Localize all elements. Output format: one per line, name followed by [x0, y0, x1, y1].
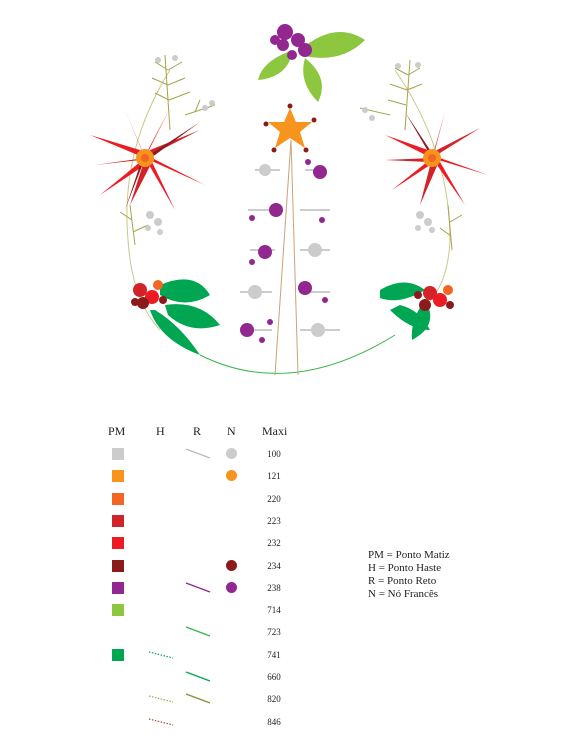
wreath-bottom-stem: [199, 334, 396, 374]
left-sprig-berries: [145, 55, 215, 235]
n-knot-sample: [226, 559, 237, 571]
thread-code: 100: [267, 449, 281, 459]
legend-row-238: 238: [0, 581, 576, 604]
pm-swatch: [112, 559, 124, 572]
pm-swatch: [112, 448, 124, 460]
right-sprig: [359, 59, 463, 251]
left-sprig: [119, 54, 216, 246]
legend-row-846: 846: [0, 716, 576, 738]
key-r: R = Ponto Reto: [368, 575, 437, 587]
thread-code: 234: [267, 560, 281, 571]
thread-code: 820: [267, 694, 281, 705]
header-r: R: [193, 424, 202, 438]
thread-code: 232: [267, 538, 281, 549]
legend-row-660: 660: [0, 671, 576, 693]
thread-code: 660: [267, 672, 281, 682]
key-pm: PM = Ponto Matiz: [368, 549, 450, 561]
pm-swatch: [112, 648, 124, 661]
top-berry-cluster: [258, 24, 365, 102]
thread-code: 714: [267, 605, 281, 616]
thread-code: 220: [267, 493, 281, 504]
n-knot-sample: [226, 581, 237, 593]
legend-row-714: 714: [0, 604, 576, 626]
center-tree: [240, 103, 340, 376]
legend-row-100: 100: [0, 448, 576, 470]
r-stitch-sample: [185, 582, 211, 593]
legend-row-820: 820: [0, 693, 576, 715]
pm-swatch: [112, 537, 124, 550]
legend-row-223: 223: [0, 514, 576, 537]
header-pm: PM: [108, 424, 126, 438]
embroidery-pattern-artwork: [90, 24, 488, 376]
right-holly-cluster: [380, 282, 454, 340]
h-stitch-sample: [148, 651, 174, 659]
pm-swatch: [112, 604, 124, 617]
pm-swatch: [112, 514, 124, 527]
n-knot-sample: [226, 470, 237, 482]
thread-code: 121: [267, 471, 281, 482]
r-stitch-sample: [185, 671, 211, 682]
legend-row-220: 220: [0, 492, 576, 515]
header-maxi: Maxi: [262, 424, 288, 438]
right-sprig-berries: [362, 62, 435, 233]
stitch-key: PM = Ponto Matiz H = Ponto Haste R = Pon…: [368, 549, 450, 601]
r-stitch-sample: [185, 693, 211, 704]
thread-code: 741: [267, 649, 281, 660]
legend-row-741: 741: [0, 648, 576, 671]
r-stitch-sample: [185, 448, 211, 459]
pm-swatch: [112, 581, 124, 594]
left-poinsettia: [90, 108, 205, 210]
n-knot-sample: [226, 448, 237, 459]
legend-row-232: 232: [0, 537, 576, 559]
left-holly-cluster: [131, 279, 220, 355]
key-h: H = Ponto Haste: [368, 562, 442, 574]
wreath-stem-right: [394, 69, 451, 311]
r-stitch-sample: [185, 626, 211, 638]
legend-row-723: 723: [0, 626, 576, 648]
legend-row-234: 234: [0, 559, 576, 582]
legend-row-121: 121: [0, 470, 576, 492]
h-stitch-sample: [148, 695, 174, 703]
thread-code: 846: [267, 716, 281, 727]
star-ornament: [268, 108, 312, 148]
header-h: H: [156, 424, 165, 438]
pm-swatch: [112, 470, 124, 483]
key-n: N = Nó Francês: [368, 588, 439, 600]
pm-swatch: [112, 492, 124, 505]
h-stitch-sample: [148, 718, 174, 726]
thread-code: 223: [267, 515, 281, 526]
thread-code: 723: [267, 627, 281, 638]
right-poinsettia: [385, 112, 488, 205]
thread-code: 238: [267, 582, 281, 593]
header-n: N: [227, 424, 236, 438]
